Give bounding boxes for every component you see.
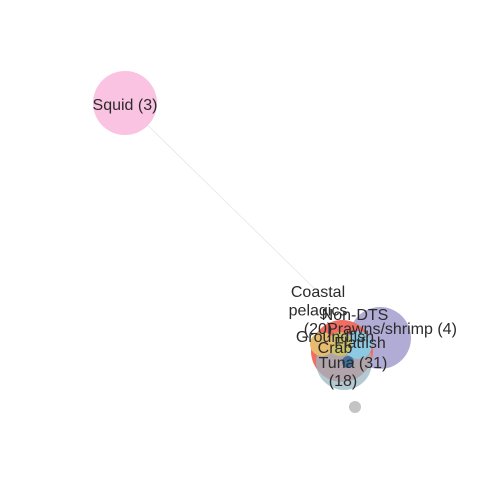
node-label-non_dts: Non-DTS [322,307,389,324]
node-label-squid: Squid (3) [93,97,158,114]
edge-squid-coastal_pelagics [125,103,322,296]
node-label-tuna: Tuna (31) [319,355,388,372]
edge-layer [125,103,322,296]
node-label-other: (18) [329,373,357,390]
node-label-flatfish: Flatfish [334,335,386,352]
node-other[interactable] [349,401,361,413]
